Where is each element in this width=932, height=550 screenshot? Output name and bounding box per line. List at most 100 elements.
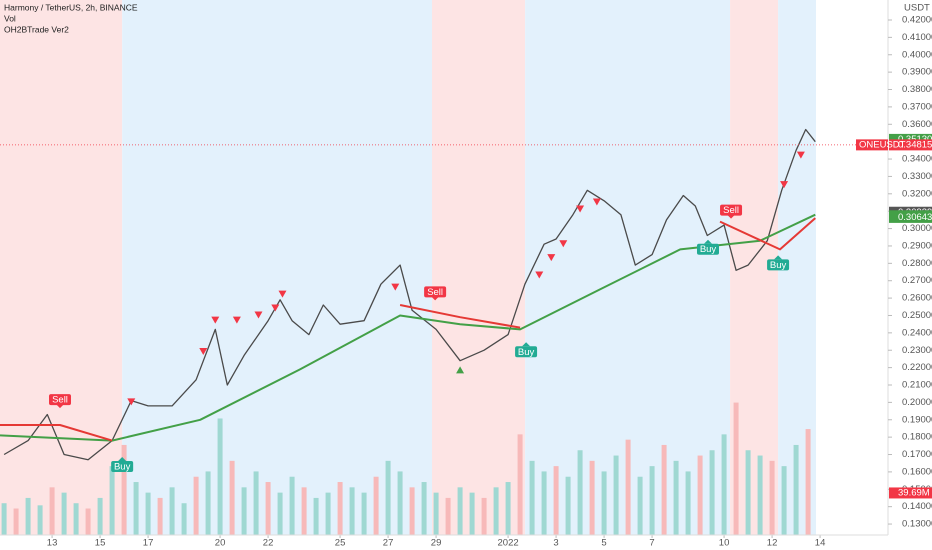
series-line [0,424,113,442]
volume-bar [673,460,679,535]
currency: USDT [904,3,930,14]
signal-region [432,0,526,535]
volume-bar [361,492,367,535]
volume-bar [145,492,151,535]
volume-bar [757,455,763,535]
backgrounds [0,0,816,535]
price-badge-label: 0.30643 [898,212,932,223]
signal-label: Buy [518,347,535,358]
volume-bar [277,492,283,535]
volume-bar [373,476,379,535]
symbol-badge [856,139,888,151]
signal-label: Sell [723,205,739,216]
volume-bar [577,450,583,535]
volume-bar [133,482,139,535]
volume-bar [337,482,343,535]
volume-bar [637,476,643,535]
signal-pointer [704,239,712,244]
volume-bar [181,503,187,535]
sell-triangle [211,316,220,324]
right-axis: 0.130000.140000.150000.160000.170000.180… [856,15,932,530]
volume-bar [265,482,271,535]
volume-bar [433,492,439,535]
sell-triangle [576,205,585,213]
sell-triangle [592,198,601,206]
line-layer [0,128,888,461]
volume-bar [61,492,67,535]
volume-bar [325,492,331,535]
volume-bar [193,476,199,535]
series-line [719,217,816,251]
buy-triangle [456,366,465,374]
x-tick-label: 2022 [498,538,519,549]
volume-bar [73,503,79,535]
signal-label: Buy [700,244,717,255]
volume-bar [49,487,55,535]
sell-triangle [559,240,568,248]
sell-triangle [254,311,263,319]
indicator-vol: Vol [4,13,16,23]
volume-bar [661,444,667,535]
series-line [3,128,816,461]
volume-bar [13,508,19,535]
volume-bar [505,482,511,535]
signal-label: Sell [52,395,68,406]
volume-bar [553,466,559,535]
signal-label: Buy [114,462,131,473]
volume-bar [709,450,715,535]
volume-bar [541,471,547,535]
x-tick-label: 3 [553,538,558,549]
volume-bar [397,471,403,535]
volume-badge-label: 39.69M [898,487,930,498]
x-tick-label: 25 [335,538,346,549]
volume-bar [109,466,115,535]
signal-label-bg [767,259,790,271]
x-tick-label: 29 [431,538,442,549]
volume-bar [241,487,247,535]
axis-layer: 13 15 17 20 22 25 27 29 2022 3 5 7 10 12 14 [47,535,826,549]
sell-triangle [271,304,280,312]
volume-bar [421,482,427,535]
price-badge [889,211,932,223]
signal-pointer [118,457,127,462]
volume-bar [793,444,799,535]
volume-bar [25,497,31,535]
volume-bar [481,497,487,535]
x-tick-label: 15 [95,538,106,549]
sell-triangle [535,271,544,279]
volume-bar [169,487,175,535]
volume-bar [625,439,631,535]
x-tick-label: 22 [263,538,274,549]
volume-layer [1,402,811,535]
volume-bar [37,505,43,535]
x-tick-label: 14 [815,538,826,549]
volume-bar [229,460,235,535]
volume-bar [649,466,655,535]
sell-triangle [391,283,400,291]
price-axis-bg [888,0,932,550]
signal-pointer [522,342,531,347]
volume-bar [205,471,211,535]
volume-bar [769,460,775,535]
volume-bar [409,487,415,535]
sell-triangle [127,398,136,406]
volume-bar [529,460,535,535]
volume-bar [493,487,499,535]
x-tick-label: 7 [649,538,654,549]
